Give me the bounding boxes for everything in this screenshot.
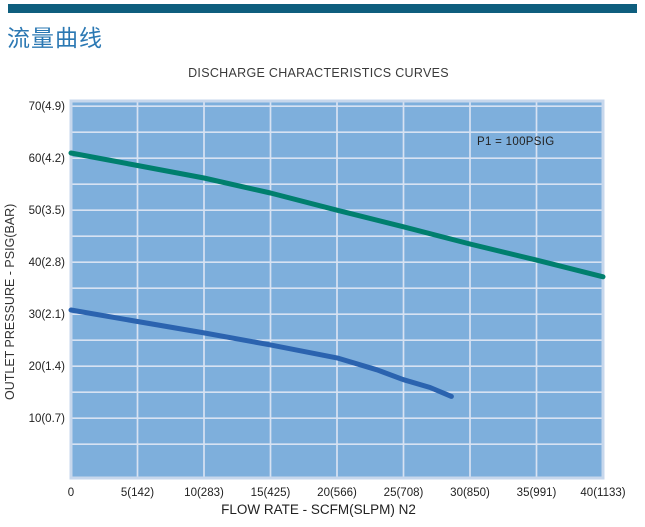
x-tick-label: 30(850) bbox=[450, 487, 490, 499]
x-tick-label: 20(566) bbox=[317, 487, 357, 499]
annotation-p1: P1 = 100PSIG bbox=[477, 136, 555, 148]
y-tick-label: 70(4.9) bbox=[29, 101, 66, 113]
y-tick-label: 30(2.1) bbox=[29, 309, 66, 321]
y-tick-label: 10(0.7) bbox=[29, 413, 66, 425]
y-tick-label: 50(3.5) bbox=[29, 205, 66, 217]
x-tick-label: 15(425) bbox=[251, 487, 291, 499]
y-tick-label: 20(1.4) bbox=[29, 361, 66, 373]
upper-curve bbox=[68, 150, 606, 280]
top-accent-bar bbox=[8, 4, 637, 13]
x-tick-label: 5(142) bbox=[121, 487, 154, 499]
chart-title: DISCHARGE CHARACTERISTICS CURVES bbox=[188, 66, 449, 80]
y-tick-label: 60(4.2) bbox=[29, 153, 66, 165]
x-tick-label: 35(991) bbox=[517, 487, 557, 499]
lower-curve bbox=[68, 307, 454, 399]
plot-border bbox=[69, 99, 605, 480]
x-axis-title: FLOW RATE - SCFM(SLPM) N2 bbox=[221, 502, 416, 517]
x-tick-label: 40(1133) bbox=[580, 487, 625, 499]
x-tick-label: 0 bbox=[68, 487, 74, 499]
y-axis-title: OUTLET PRESSURE - PSIG(BAR) bbox=[3, 203, 17, 400]
x-tick-label: 25(708) bbox=[384, 487, 424, 499]
y-tick-label: 40(2.8) bbox=[29, 257, 66, 269]
x-tick-label: 10(283) bbox=[184, 487, 224, 499]
page-title: 流量曲线 bbox=[7, 26, 103, 51]
